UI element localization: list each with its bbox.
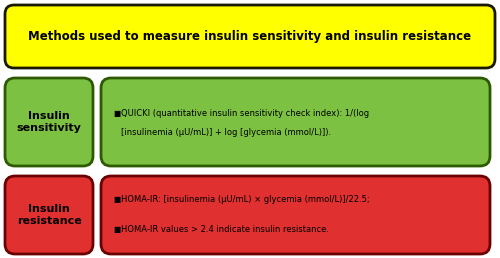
Text: Methods used to measure insulin sensitivity and insulin resistance: Methods used to measure insulin sensitiv…	[28, 30, 471, 43]
FancyBboxPatch shape	[101, 176, 490, 254]
Text: HOMA-IR values > 2.4 indicate insulin resistance.: HOMA-IR values > 2.4 indicate insulin re…	[121, 224, 329, 233]
FancyBboxPatch shape	[101, 78, 490, 166]
Text: ■: ■	[113, 195, 120, 204]
FancyBboxPatch shape	[5, 78, 93, 166]
Text: QUICKI (quantitative insulin sensitivity check index): 1/(log: QUICKI (quantitative insulin sensitivity…	[121, 109, 369, 118]
Text: ■: ■	[113, 109, 120, 118]
FancyBboxPatch shape	[5, 176, 93, 254]
Text: HOMA-IR: [insulinemia (μU/mL) × glycemia (mmol/L)]/22.5;: HOMA-IR: [insulinemia (μU/mL) × glycemia…	[121, 195, 370, 204]
Text: Insulin
sensitivity: Insulin sensitivity	[16, 111, 82, 133]
Text: ■: ■	[113, 224, 120, 233]
Text: [insulinemia (μU/mL)] + log [glycemia (mmol/L)]).: [insulinemia (μU/mL)] + log [glycemia (m…	[121, 128, 331, 137]
Text: Insulin
resistance: Insulin resistance	[16, 204, 82, 226]
FancyBboxPatch shape	[5, 5, 495, 68]
